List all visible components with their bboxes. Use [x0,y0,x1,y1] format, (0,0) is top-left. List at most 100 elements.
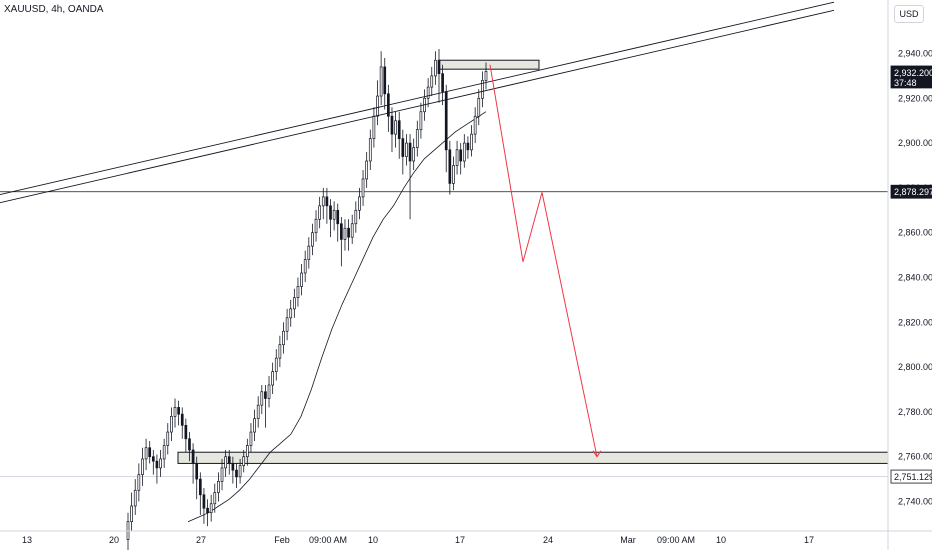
candle [235,463,238,489]
candle-body [278,344,282,359]
candle [166,423,170,455]
x-tick-label: 17 [804,535,814,545]
candle [462,134,466,168]
candle-body [249,431,253,446]
candle-body [256,404,260,419]
candle [470,125,473,157]
candle-body [470,133,473,151]
candle [141,447,144,486]
candle [274,349,278,381]
candle [383,57,387,110]
candle-body [148,447,152,458]
candle [473,107,477,144]
candle [253,409,256,442]
candle [292,288,296,318]
candle-body [173,407,177,417]
y-tick-label: 2,840.000 [898,273,932,283]
candle [466,136,470,159]
candle [289,299,293,327]
x-tick-label: 24 [543,535,553,545]
candle [245,438,249,466]
symbol-label: XAUUSD, 4h, OANDA [4,4,104,15]
x-tick-label: 13 [22,535,32,545]
candle-body [358,196,361,211]
candle [195,456,199,500]
candle [444,84,448,173]
candle [278,335,282,368]
candle-body [419,111,423,131]
candle-body [198,478,202,496]
candle [354,201,358,233]
candle-body [405,142,408,157]
candle [361,169,365,206]
candle-body [137,474,141,491]
candle-body [274,357,278,372]
candle-body [314,218,318,234]
candle-body [217,480,220,493]
candle-body [336,209,340,225]
y-tick-label: 2,780.000 [898,407,932,417]
candle [303,250,307,282]
candle-body [376,95,379,117]
candle [238,458,242,484]
candle [318,196,322,229]
candle-body [452,165,455,184]
candle [170,407,173,442]
x-tick-label: 17 [455,535,465,545]
candle-body [224,456,227,469]
candle-body [350,223,354,238]
candle-body [455,149,459,166]
candle-body [372,115,376,139]
candle-body [343,227,347,240]
candle [191,443,195,484]
candle [394,111,397,148]
zones [177,59,889,464]
candle [459,143,463,175]
candle [307,237,311,269]
candle-body [180,413,184,426]
candle-body [361,178,365,198]
candle-body [473,115,477,135]
candle [441,64,444,106]
candle [340,217,343,267]
candle [426,78,430,108]
currency-button[interactable]: USD [894,5,924,23]
candle [336,203,340,242]
candle-body [365,160,369,180]
candle [217,472,220,502]
level-price-tag-text: 2,878.297 [894,187,932,197]
candle-body [130,505,133,523]
candle [180,407,184,439]
candle [430,66,434,97]
candle [437,49,441,103]
candle-body [202,494,206,509]
candle [481,71,484,108]
candle [455,140,459,175]
candle [133,479,137,515]
candle [347,219,350,251]
candle-body [354,209,358,225]
candle [452,156,455,191]
candle-body [260,391,264,406]
candle-body [437,59,441,75]
candle [372,107,376,148]
low-level-price-tag-bg [890,469,932,484]
candle-body [170,416,173,433]
candle-body [242,456,246,467]
candle [242,449,246,473]
candles [126,49,488,550]
candle [256,396,260,428]
candle [419,102,423,139]
candle [390,107,394,153]
current-price-tag-text: 37:48 [894,78,917,88]
x-tick-label: 20 [109,535,119,545]
y-tick-label: 2,940.000 [898,49,932,59]
current-price-tag-text: 2,932.200 [894,68,932,78]
candle-body [321,196,325,207]
candle-body [162,445,166,460]
candle [329,199,332,238]
